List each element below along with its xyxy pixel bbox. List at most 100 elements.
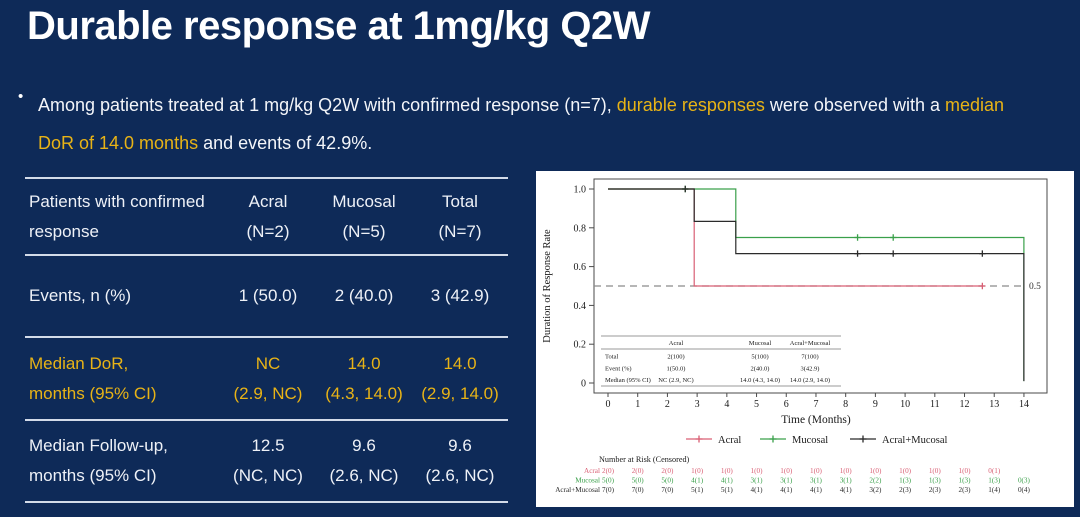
risk-table-value: 2(0) [661,467,674,475]
bullet-line: Among patients treated at 1 mg/kg Q2W wi… [38,86,1066,124]
risk-table-value: 3(1) [780,477,793,485]
table-row: Median DoR, months (95% CI) NC (2.9, NC) 14.… [25,338,508,421]
legend-plus-icon [859,435,867,443]
cell-line: 3 (42.9) [430,286,490,305]
censor-mark-acral-mucosal [979,250,986,257]
x-axis-label: Time (Months) [781,414,851,426]
risk-table-row-label: Mucosal [575,477,600,485]
risk-table-value: 1(0) [691,467,704,475]
bullet-plain-text: and events of 42.9%. [198,133,373,153]
bullet-text: Among patients treated at 1 mg/kg Q2W wi… [38,86,1066,162]
cell-line: (2.6, NC) [425,466,495,485]
risk-table-row-label: Acral+Mucosal [555,486,600,494]
risk-table-value: 1(3) [929,477,942,485]
table-row: Events, n (%) 1 (50.0) 2 (40.0) 3 (42.9) [25,256,508,338]
censor-mark-acral [979,282,986,290]
inset-table-cell: 5(100) [751,354,768,361]
inset-table-cell: 14.0 (2.9, 14.0) [790,377,830,384]
cell-line: 9.6 [352,436,376,455]
inset-table-cell: 2(40.0) [751,366,770,373]
table-column-header: Acral (N=2) [220,187,316,247]
inset-table-column-header: Acral [669,340,684,347]
cell-line: (N=7) [438,221,482,241]
risk-table-value: 1(0) [869,467,882,475]
x-tick-label: 11 [930,399,940,410]
legend-plus-icon [769,435,777,443]
cell-line: Patients with confirmed [29,191,205,211]
censor-mark-acral-mucosal [682,185,689,193]
cell-line: NC [255,353,281,373]
risk-table-value: 2(0) [602,467,615,475]
y-tick-label: 1.0 [574,185,587,196]
slide-title: Durable response at 1mg/kg Q2W [27,4,650,48]
risk-table-value: 1(3) [899,477,912,485]
risk-table-value: 1(4) [988,486,1001,494]
risk-table-value: 3(2) [869,486,882,494]
cell-line: 2 (40.0) [334,286,394,305]
km-chart: 00.20.40.60.81.00 1 2 3 4 5 6 7 8 9 10 11 12 13 14Dura… [542,178,1048,494]
inset-table-cell: 3(42.9) [801,366,820,373]
x-tick-label: 7 [813,399,818,410]
inset-table-cell: 7(100) [801,354,818,361]
table-cell: 2 (40.0) [316,281,412,311]
x-tick-label: 12 [960,399,970,410]
table-column-header: Total (N=7) [412,187,508,247]
cell-line: (NC, NC) [233,466,303,485]
reference-line-label: 0.5 [1029,282,1041,292]
risk-table-value: 1(0) [840,467,853,475]
risk-table-value: 2(3) [959,486,972,494]
km-chart-panel: 0 0.2 0.4 0.6 0.8 1.0 0 1 2 3 4 5 6 7 8 9 10 11 12 13 14 Dura… [536,171,1074,507]
censor-mark-acral-mucosal [854,250,861,257]
risk-table-value: 3(1) [840,477,853,485]
cell-line: (4.3, 14.0) [325,383,403,403]
risk-table-value: 5(1) [691,486,704,494]
risk-table-title: Number at Risk (Censored) [599,455,690,464]
risk-table-value: 5(0) [661,477,674,485]
x-tick-label: 8 [843,399,848,410]
inset-table-column-header: Acral+Mucosal [790,340,831,347]
cell-line: 12.5 [251,436,285,455]
x-tick-label: 0 [606,399,611,410]
y-tick-label: 0 [581,379,586,390]
inset-table-cell: 14.0 (4.3, 14.0) [740,377,780,384]
cell-line: months (95% CI) [29,466,157,485]
table-header-label: Patients with confirmed response [25,187,220,247]
x-tick-label: 13 [989,399,999,410]
risk-table-value: 2(3) [899,486,912,494]
cell-line: Median Follow-up, [29,436,168,455]
table-cell: 9.6 (2.6, NC) [412,431,508,491]
y-tick-label: 0.2 [574,340,587,351]
table-cell: 3 (42.9) [412,281,508,311]
risk-table-value: 1(0) [780,467,793,475]
cell-line: (2.6, NC) [329,466,399,485]
cell-line: Events, n (%) [29,286,132,305]
table-cell: 12.5 (NC, NC) [220,431,316,491]
censor-mark-mucosal [854,234,861,241]
x-tick-label: 3 [695,399,700,410]
cell-line: Mucosal [332,191,396,211]
inset-table-cell: 2(100) [667,354,684,361]
risk-table-value: 4(1) [810,486,823,494]
risk-table-value: 1(3) [988,477,1001,485]
risk-table-value: 4(1) [691,477,704,485]
bullet-icon: • [18,88,24,105]
risk-table-value: 5(0) [632,477,645,485]
cell-line: (N=5) [342,221,386,241]
bullet-line: DoR of 14.0 months and events of 42.9%. [38,124,1066,162]
risk-table-value: 1(0) [899,467,912,475]
risk-table-value: 3(1) [751,477,764,485]
cell-line: Median DoR, [29,353,129,373]
legend-plus-icon [695,435,703,443]
km-curve-acral-mucosal [608,188,1025,382]
legend-label: Acral [718,435,741,446]
x-tick-label: 5 [754,399,759,410]
x-tick-label: 1 [635,399,640,410]
table-cell: 14.0 (4.3, 14.0) [316,349,412,409]
risk-table-value: 0(4) [1018,486,1031,494]
bullet-plain-text: were observed with a [764,95,945,115]
y-tick-label: 0.6 [574,262,587,273]
y-tick-label: 0.4 [574,301,587,312]
risk-table-value: 1(3) [959,477,972,485]
bullet-plain-text: Among patients treated at 1 mg/kg Q2W wi… [38,95,617,115]
table-cell: 14.0 (2.9, 14.0) [412,349,508,409]
